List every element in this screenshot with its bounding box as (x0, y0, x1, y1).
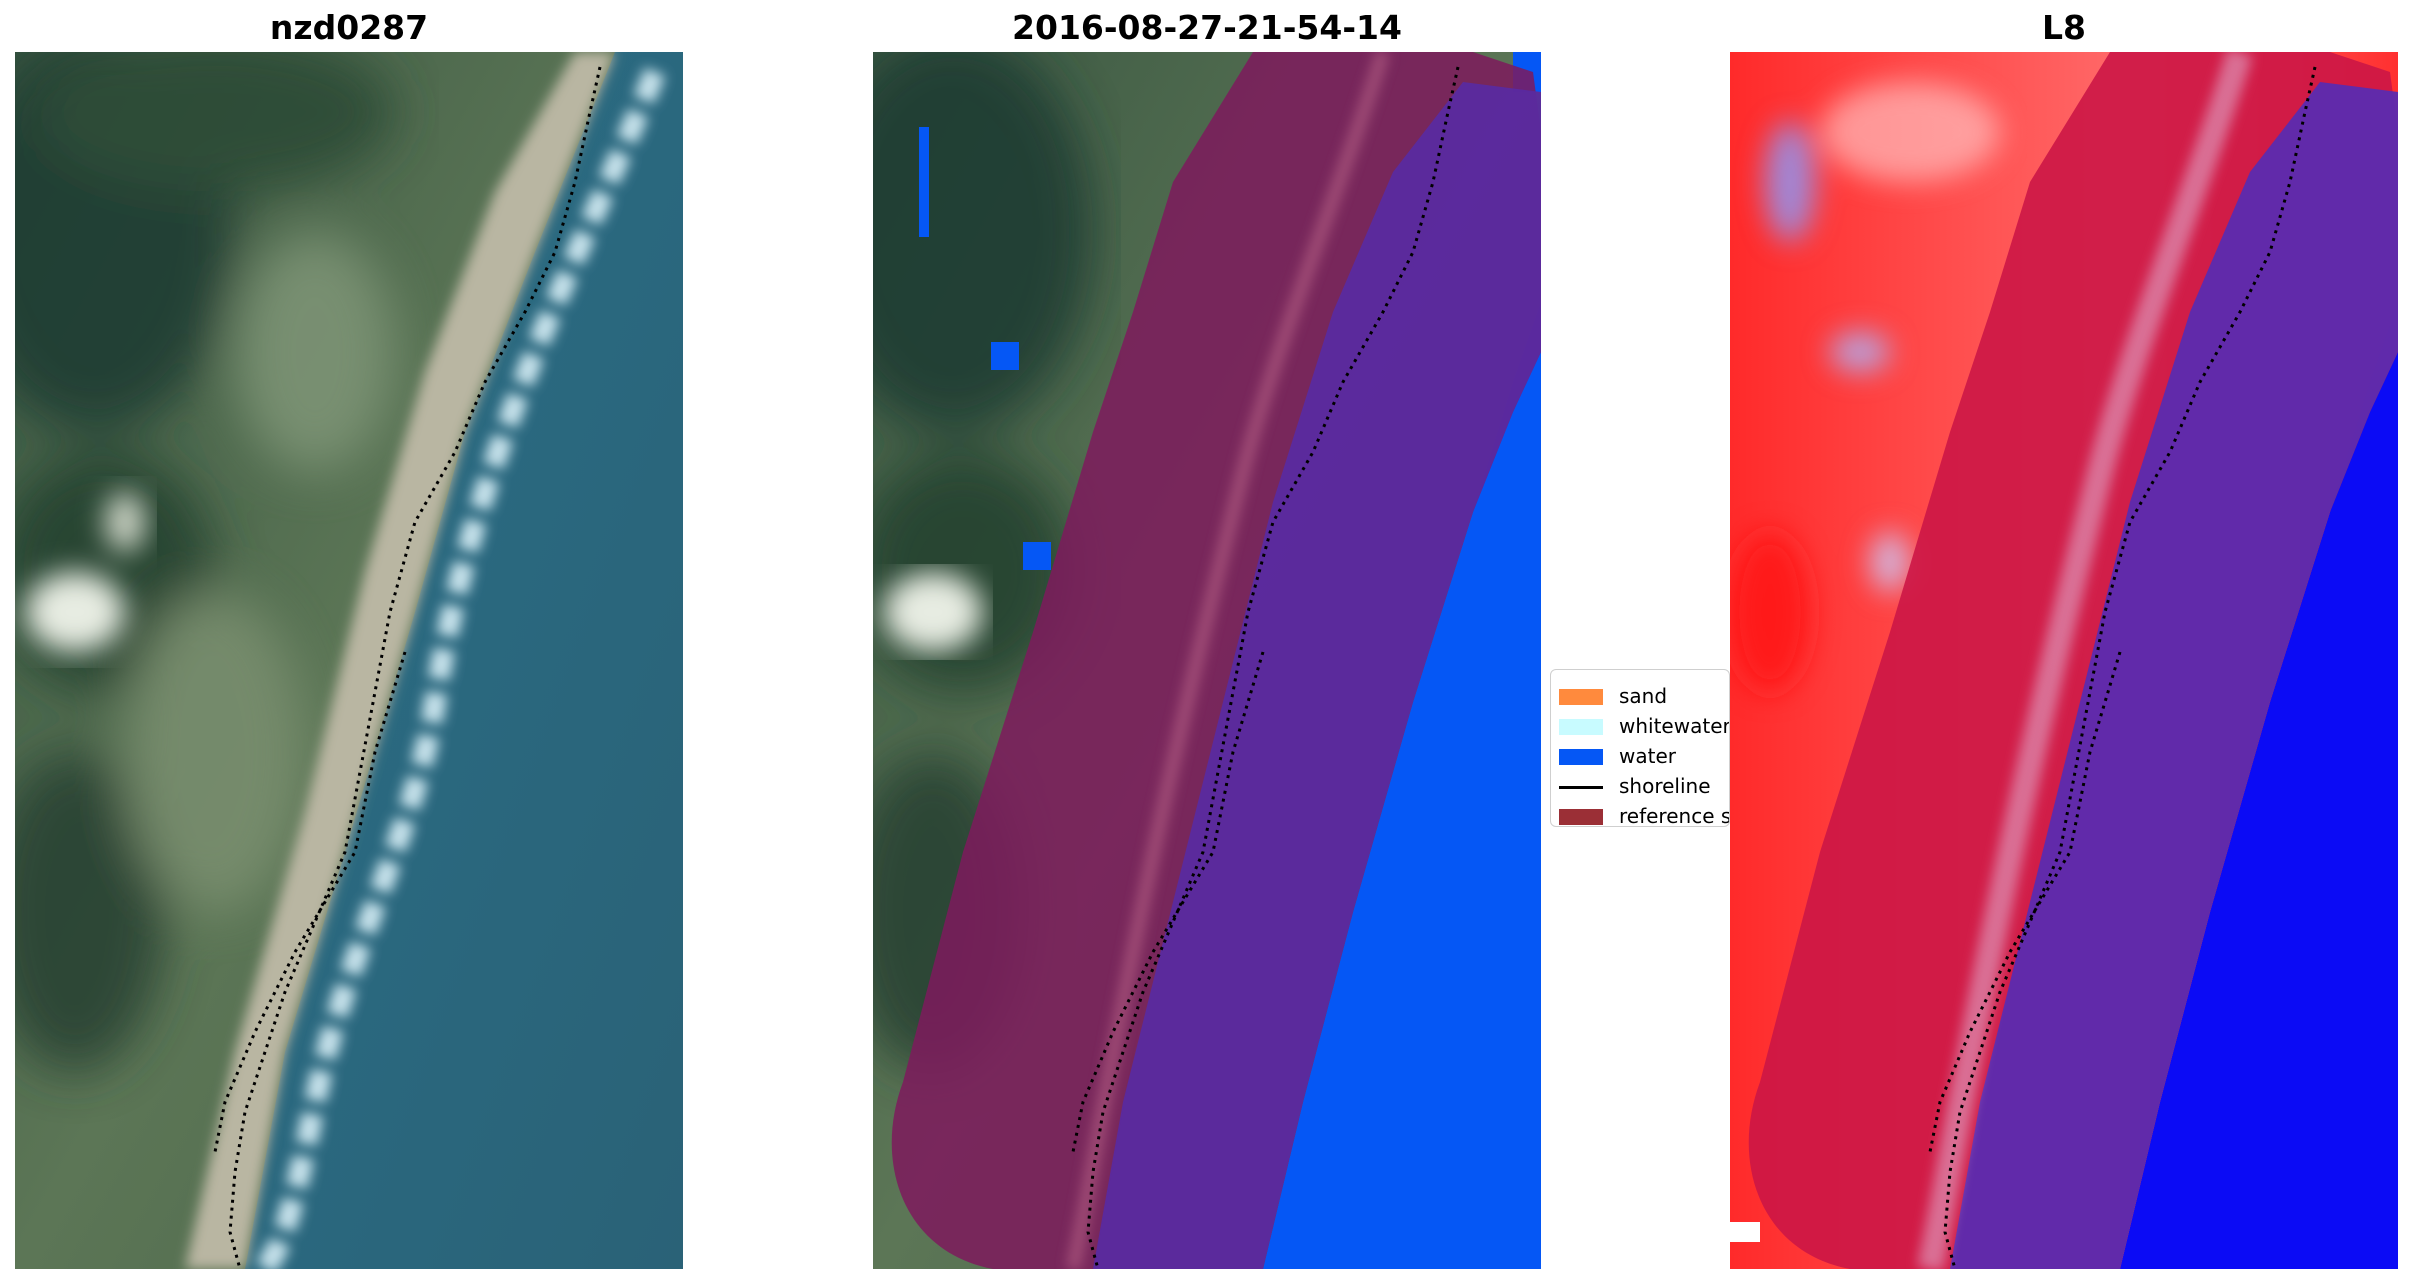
panel-title-rgb: nzd0287 (269, 8, 429, 47)
rgb-satellite-image (15, 52, 683, 1269)
panel-title-index: L8 (2042, 8, 2086, 47)
rgb-image-panel (15, 52, 683, 1269)
legend-label: water (1619, 744, 1676, 768)
legend-item-reference: reference s (1551, 802, 1730, 827)
legend-label: sand (1619, 684, 1668, 708)
index-image-panel (1730, 52, 2398, 1269)
panel-title-classified: 2016-08-27-21-54-14 (1012, 8, 1402, 47)
classified-satellite-image (873, 52, 1541, 1269)
legend-swatch-whitewater (1559, 719, 1603, 735)
legend-item-shoreline: shoreline (1551, 772, 1729, 802)
legend-swatch-sand (1559, 689, 1603, 705)
legend-line-shoreline (1559, 786, 1603, 789)
legend-item-whitewater: whitewater (1551, 712, 1730, 742)
legend-item-sand: sand (1551, 682, 1729, 712)
legend-swatch-water (1559, 749, 1603, 765)
legend-item-water: water (1551, 742, 1729, 772)
legend-label: shoreline (1619, 774, 1711, 798)
classified-image-panel (873, 52, 1541, 1269)
legend: sand whitewater water shoreline referenc… (1550, 669, 1730, 827)
legend-swatch-reference (1559, 809, 1603, 825)
index-map-image (1730, 52, 2398, 1269)
legend-label: whitewater (1619, 714, 1730, 738)
legend-label: reference s (1619, 804, 1730, 827)
